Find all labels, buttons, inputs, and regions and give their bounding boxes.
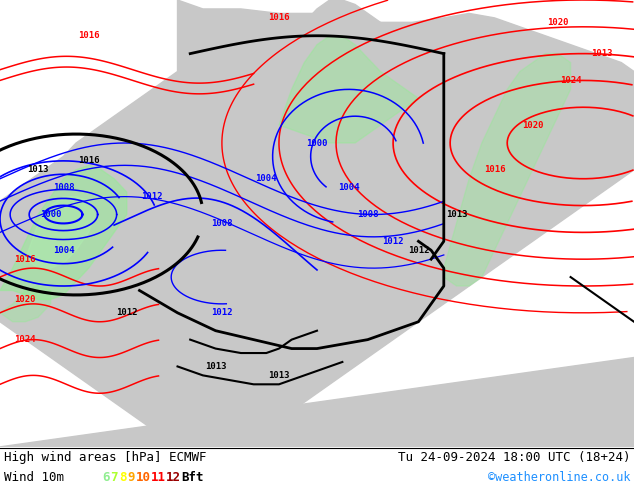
Text: 1024: 1024 <box>560 76 581 85</box>
Text: 1012: 1012 <box>141 192 163 201</box>
Text: 1004: 1004 <box>53 246 74 255</box>
Polygon shape <box>279 36 418 143</box>
Text: 7: 7 <box>110 471 118 485</box>
Text: 1020: 1020 <box>547 18 569 27</box>
Text: 1012: 1012 <box>116 308 138 318</box>
Text: 1008: 1008 <box>211 219 233 228</box>
Polygon shape <box>25 196 95 268</box>
Text: Bft: Bft <box>181 471 204 485</box>
Polygon shape <box>444 53 571 286</box>
Text: 1012: 1012 <box>211 308 233 318</box>
Text: 6: 6 <box>102 471 110 485</box>
Text: 1012: 1012 <box>408 246 429 255</box>
Text: 1013: 1013 <box>268 371 290 380</box>
Text: 1013: 1013 <box>446 210 467 219</box>
Text: 1013: 1013 <box>592 49 613 58</box>
Text: 1000: 1000 <box>40 210 61 219</box>
Text: 1020: 1020 <box>15 295 36 304</box>
Polygon shape <box>139 98 216 152</box>
Polygon shape <box>0 165 127 299</box>
Polygon shape <box>0 286 51 322</box>
Text: 1016: 1016 <box>78 156 100 166</box>
Text: 1004: 1004 <box>256 174 277 183</box>
Text: 1013: 1013 <box>205 362 226 371</box>
Polygon shape <box>279 0 431 112</box>
Text: 1013: 1013 <box>27 165 49 174</box>
Text: 1000: 1000 <box>306 139 328 147</box>
Text: 12: 12 <box>166 471 181 485</box>
Text: 8: 8 <box>119 471 127 485</box>
Text: 1024: 1024 <box>15 335 36 344</box>
Text: 10: 10 <box>136 471 151 485</box>
Text: Wind 10m: Wind 10m <box>4 471 64 485</box>
Text: 1004: 1004 <box>338 183 359 192</box>
Text: 1016: 1016 <box>268 13 290 23</box>
Polygon shape <box>0 358 634 447</box>
Polygon shape <box>114 129 139 152</box>
Text: 1016: 1016 <box>78 31 100 40</box>
Polygon shape <box>0 0 634 447</box>
Text: 1020: 1020 <box>522 121 543 130</box>
Text: 11: 11 <box>151 471 166 485</box>
Text: 1016: 1016 <box>15 255 36 264</box>
Text: 9: 9 <box>127 471 135 485</box>
Text: ©weatheronline.co.uk: ©weatheronline.co.uk <box>488 471 630 485</box>
Text: 1008: 1008 <box>357 210 378 219</box>
Text: 1008: 1008 <box>53 183 74 192</box>
Text: 1016: 1016 <box>484 165 505 174</box>
Text: High wind areas [hPa] ECMWF: High wind areas [hPa] ECMWF <box>4 451 207 465</box>
Text: 1012: 1012 <box>382 237 404 246</box>
Text: Tu 24-09-2024 18:00 UTC (18+24): Tu 24-09-2024 18:00 UTC (18+24) <box>398 451 630 465</box>
